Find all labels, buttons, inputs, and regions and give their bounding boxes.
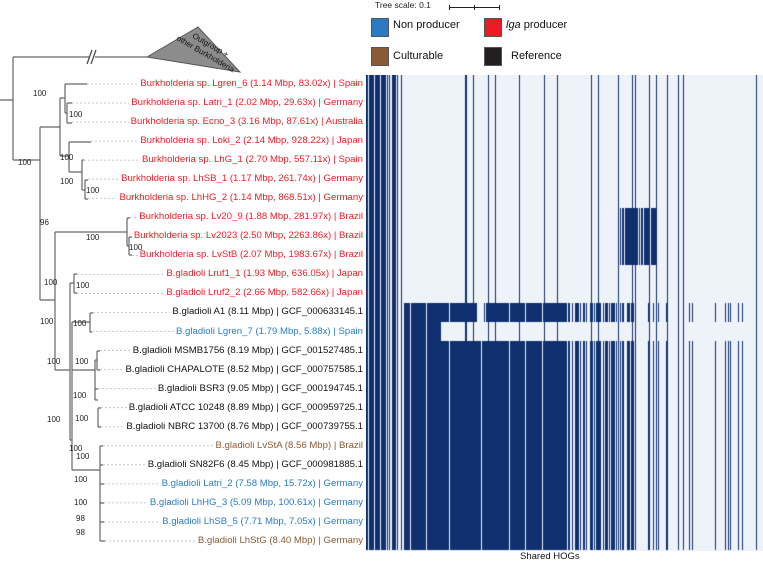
- bootstrap-value: 100: [86, 186, 100, 195]
- bootstrap-value: 100: [75, 414, 89, 423]
- taxon-label: B.gladioli A1 (8.11 Mbp) | GCF_000633145…: [170, 306, 363, 319]
- legend-label-culturable: Culturable: [393, 50, 444, 62]
- taxon-label: Burkholderia sp. LhSB_1 (1.17 Mbp, 261.7…: [119, 173, 363, 186]
- taxon-label: B.gladioli NBRC 13700 (8.76 Mbp) | GCF_0…: [124, 420, 363, 433]
- hog-presence-heatmap: [366, 75, 763, 551]
- bootstrap-value: 100: [47, 357, 61, 366]
- bootstrap-value: 100: [76, 452, 90, 461]
- legend-label-non-producer: Non producer: [393, 19, 460, 31]
- taxon-label: B.gladioli MSMB1756 (8.19 Mbp) | GCF_001…: [130, 344, 363, 357]
- bootstrap-value: 100: [73, 391, 87, 400]
- taxon-label: Burkholderia sp. Lv20_9 (1.88 Mbp, 281.9…: [137, 211, 363, 224]
- taxon-label: B.gladioli ATCC 10248 (8.89 Mbp) | GCF_0…: [126, 401, 363, 414]
- bootstrap-value: 100: [86, 233, 100, 242]
- bootstrap-value: 100: [73, 319, 87, 328]
- taxon-label: Burkholderia sp. Lv2023 (2.50 Mbp, 2263.…: [131, 230, 363, 243]
- legend-label-lga-producer: lga producer: [506, 19, 568, 31]
- legend-label-reference: Reference: [511, 50, 562, 62]
- bootstrap-value: 100: [60, 177, 74, 186]
- outgroup-collapsed-clade: [145, 26, 242, 73]
- bootstrap-value: 100: [75, 357, 89, 366]
- taxon-label: B.gladioli SN82F6 (8.45 Mbp) | GCF_00098…: [145, 458, 363, 471]
- bootstrap-value: 100: [74, 475, 88, 484]
- taxon-label: Burkholderia sp. LvStB (2.07 Mbp, 1983.6…: [137, 249, 363, 262]
- taxon-label: B.gladioli Lruf1_1 (1.93 Mbp, 636.05x) |…: [164, 268, 363, 281]
- taxon-label: B.gladioli BSR3 (9.05 Mbp) | GCF_0001947…: [155, 382, 363, 395]
- taxon-label: Burkholderia sp. Loki_2 (2.14 Mbp, 928.2…: [138, 135, 363, 148]
- bootstrap-value: 100: [33, 89, 47, 98]
- legend-swatch-culturable: [371, 47, 389, 66]
- bootstrap-value: 100: [44, 278, 58, 287]
- bootstrap-value: 100: [18, 158, 32, 167]
- bootstrap-value: 98: [76, 528, 85, 537]
- taxon-label: B.gladioli LhHG_3 (5.09 Mbp, 100.61x) | …: [147, 496, 363, 509]
- bootstrap-value: 100: [74, 498, 88, 507]
- taxon-label: Burkholderia sp. LhHG_2 (1.14 Mbp, 868.5…: [117, 192, 363, 205]
- bootstrap-value: 100: [60, 153, 74, 162]
- taxon-label: Burkholderia sp. Lgren_6 (1.14 Mbp, 83.0…: [138, 78, 363, 90]
- tree-scale: Tree scale: 0.1: [375, 0, 431, 10]
- tree-scale-bar: [449, 5, 500, 10]
- taxon-label: B.gladioli CHAPALOTE (8.52 Mbp) | GCF_00…: [123, 363, 363, 376]
- heatmap-x-label: Shared HOGs: [520, 551, 580, 562]
- taxon-label: Burkholderia sp. Latri_1 (2.02 Mbp, 29.6…: [129, 97, 363, 110]
- taxon-label: Burkholderia sp. Ecno_3 (3.16 Mbp, 87.61…: [128, 116, 363, 129]
- legend-swatch-reference: [484, 47, 502, 66]
- bootstrap-value: 100: [129, 243, 143, 252]
- taxon-label: Burkholderia sp. LhG_1 (2.70 Mbp, 557.11…: [140, 154, 363, 167]
- bootstrap-value: 98: [76, 514, 85, 523]
- taxon-label: B.gladioli Latri_2 (7.58 Mbp, 15.72x) | …: [159, 477, 363, 490]
- taxon-label: B.gladioli LhSB_5 (7.71 Mbp, 7.05x) | Ge…: [160, 515, 363, 528]
- bootstrap-value: 100: [69, 444, 83, 453]
- legend-swatch-non-producer: [371, 18, 389, 37]
- bootstrap-value: 100: [76, 281, 90, 290]
- taxon-label: B.gladioli LvStA (8.56 Mbp) | Brazil: [213, 439, 363, 452]
- bootstrap-value: 100: [47, 415, 61, 424]
- tree-scale-label: Tree scale: 0.1: [375, 0, 431, 10]
- taxon-label: B.gladioli LhStG (8.40 Mbp) | Germany: [195, 534, 363, 547]
- taxon-label: B.gladioli Lruf2_2 (2.66 Mbp, 582.66x) |…: [164, 287, 363, 300]
- bootstrap-value: 96: [40, 218, 49, 227]
- bootstrap-value: 100: [69, 110, 83, 119]
- taxon-label: B.gladioli Lgren_7 (1.79 Mbp, 5.88x) | S…: [173, 325, 363, 338]
- legend-swatch-lga-producer: [484, 18, 502, 37]
- bootstrap-value: 100: [40, 317, 54, 326]
